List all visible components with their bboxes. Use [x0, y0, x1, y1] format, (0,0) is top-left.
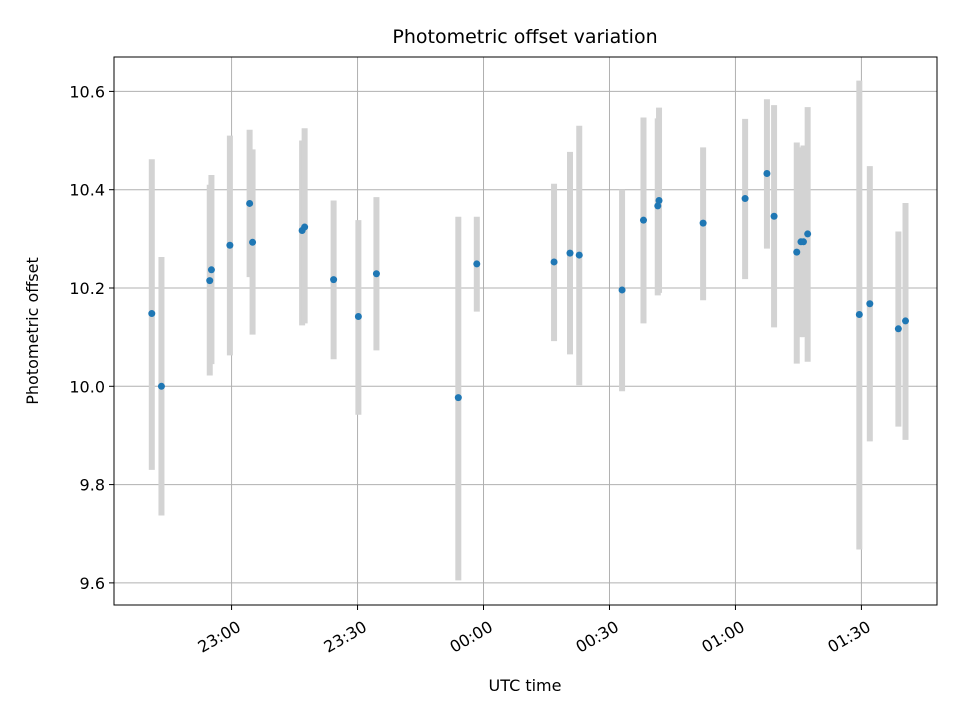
data-point	[793, 248, 801, 256]
data-points	[148, 169, 910, 402]
y-axis: 9.6 9.8 10.0 10.2 10.4 10.6	[69, 82, 114, 593]
data-point	[804, 230, 812, 238]
y-axis-label: Photometric offset	[23, 257, 42, 405]
data-point	[741, 195, 749, 203]
y-tick-label: 10.2	[69, 279, 105, 298]
data-point	[866, 300, 874, 308]
data-point	[763, 169, 771, 177]
data-point	[550, 258, 558, 266]
data-point	[902, 317, 910, 325]
plot-area-frame	[113, 56, 938, 606]
data-point	[249, 238, 257, 246]
x-axis-label: UTC time	[489, 676, 562, 695]
data-point	[894, 325, 902, 333]
data-point	[148, 310, 156, 318]
data-point	[799, 238, 807, 246]
data-point	[372, 270, 380, 278]
data-point	[226, 241, 234, 249]
data-point	[354, 313, 362, 321]
data-point	[655, 197, 663, 205]
data-point	[301, 223, 309, 231]
data-point	[575, 251, 583, 259]
y-tick-label: 10.0	[69, 377, 105, 396]
data-point	[566, 249, 574, 257]
chart-title: Photometric offset variation	[392, 26, 657, 48]
y-tick-label: 9.8	[80, 476, 105, 495]
data-point	[699, 219, 707, 227]
y-tick-label: 9.6	[80, 574, 105, 593]
data-point	[207, 266, 215, 274]
data-point	[639, 216, 647, 224]
y-tick-label: 10.6	[69, 82, 105, 101]
y-tick-label: 10.4	[69, 181, 105, 200]
data-point	[855, 311, 863, 319]
data-point	[618, 286, 626, 294]
data-point	[206, 277, 214, 285]
data-point	[454, 394, 462, 402]
data-point	[330, 276, 338, 284]
data-point	[246, 199, 254, 207]
data-point	[473, 260, 481, 268]
data-point	[770, 212, 778, 220]
data-point	[157, 382, 165, 390]
data-point	[654, 202, 662, 210]
